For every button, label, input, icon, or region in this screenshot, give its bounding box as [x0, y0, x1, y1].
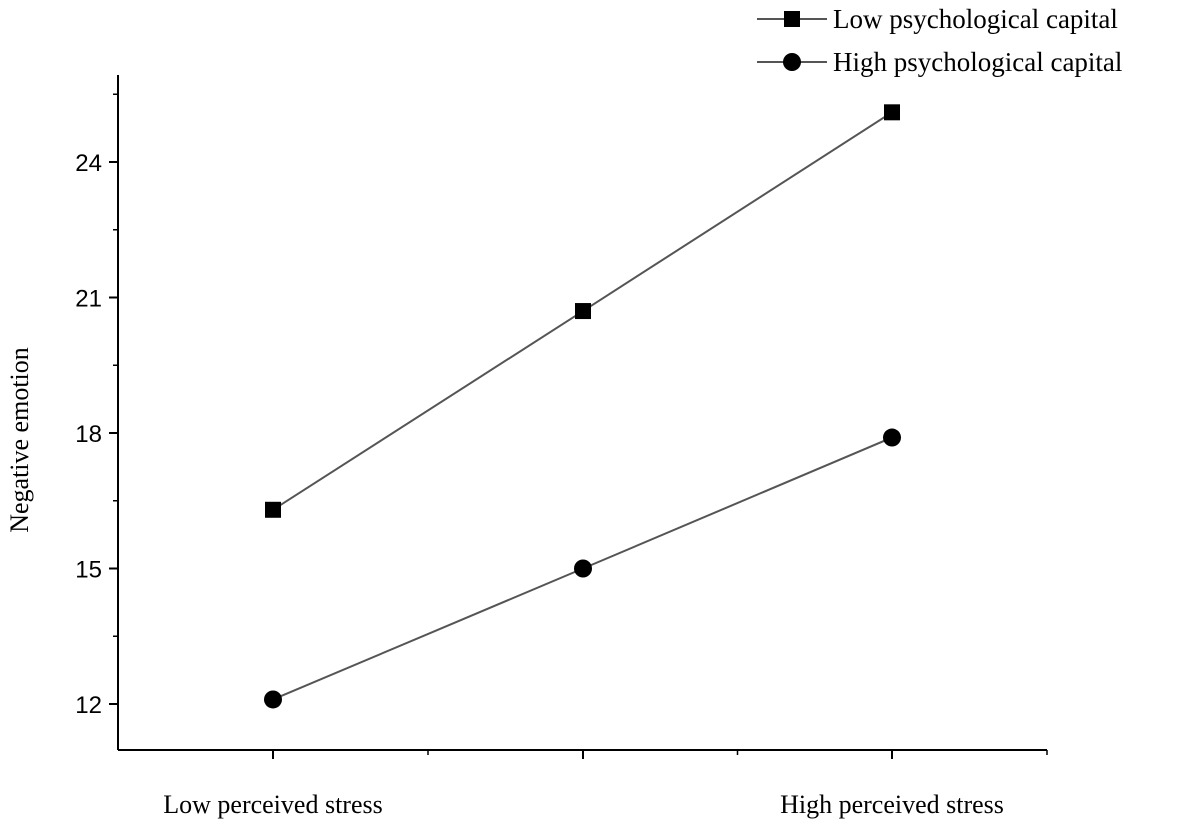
data-point-square [265, 501, 281, 518]
y-tick-label: 12 [75, 692, 102, 719]
y-tick-label: 21 [75, 286, 102, 313]
legend-label: Low psychological capital [833, 4, 1118, 34]
data-point-circle [264, 690, 282, 709]
series-layer [264, 104, 901, 709]
y-axis-title: Negative emotion [5, 347, 34, 533]
data-point-square [575, 303, 591, 320]
y-tick-label: 18 [75, 421, 102, 448]
y-tick-label: 15 [75, 557, 102, 584]
legend-square-marker [784, 11, 800, 27]
legend-circle-marker [783, 53, 801, 71]
x-tick-label: High perceived stress [780, 790, 1004, 819]
legend-label: High psychological capital [833, 47, 1122, 77]
legend: Low psychological capital High psychologi… [757, 4, 1122, 77]
data-point-circle [574, 559, 592, 578]
y-tick-label: 24 [75, 150, 102, 177]
axes: 12 15 18 21 24 Low perceived stress High perce… [75, 75, 1048, 819]
data-point-circle [883, 428, 901, 447]
x-tick-label: Low perceived stress [163, 790, 382, 819]
data-point-square [884, 104, 900, 121]
